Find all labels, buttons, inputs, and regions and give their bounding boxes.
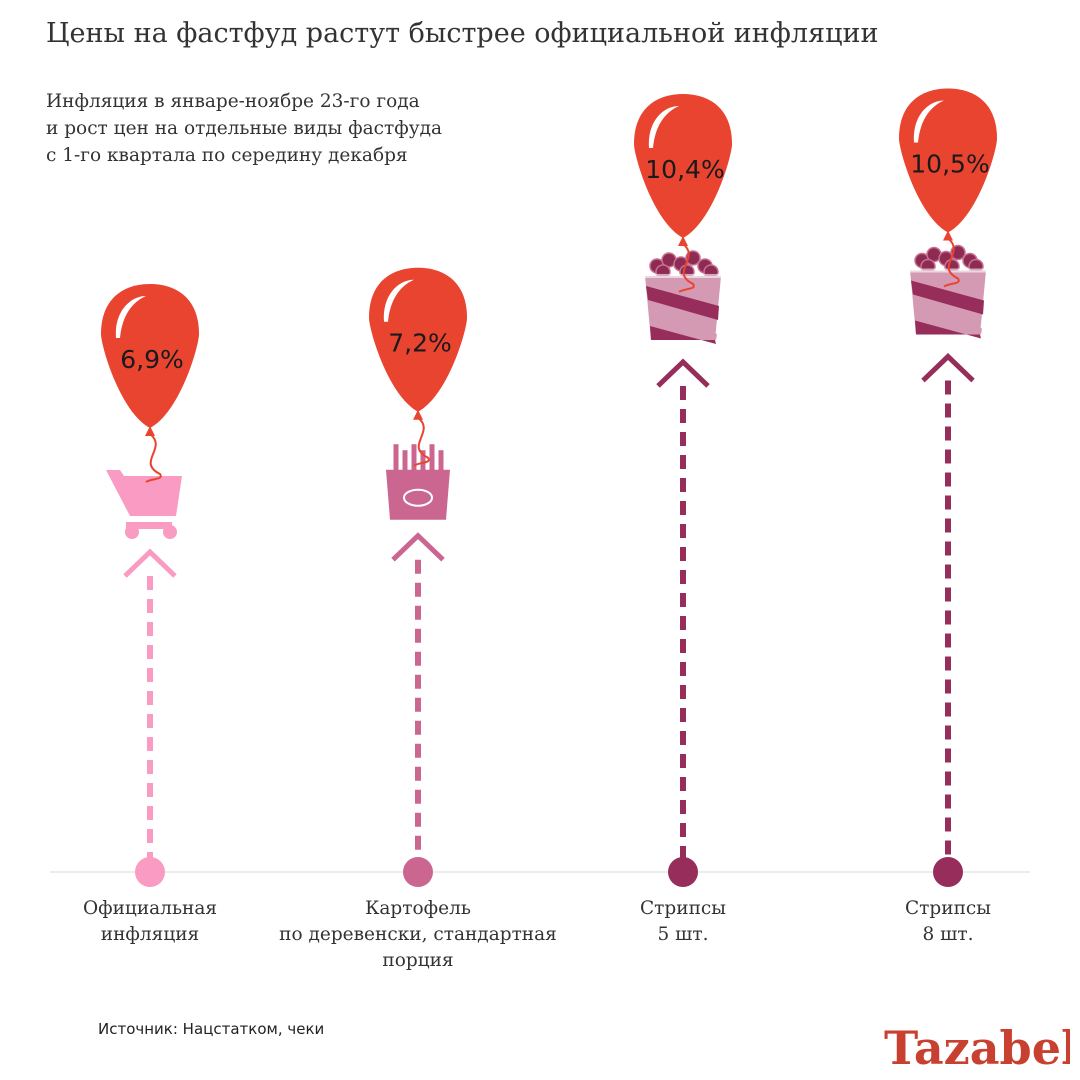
cart-wheel (125, 525, 139, 539)
category-label-line: Официальная (82, 898, 218, 919)
balloon-string (145, 433, 162, 483)
strips-bucket-icon (909, 244, 987, 339)
shopping-cart-icon (106, 470, 182, 539)
source-note: Источник: Нацстатком, чеки (98, 1020, 325, 1038)
balloon-highlight (648, 105, 679, 148)
balloon-knot (413, 409, 423, 420)
value-label: 10,4% (645, 155, 724, 184)
base-dot (668, 857, 698, 887)
tazabek-logo: Tazabek (884, 1021, 1070, 1072)
balloon-string (678, 243, 695, 293)
balloon-highlight (913, 100, 944, 143)
bucket-rim (644, 273, 722, 278)
fry-stick (410, 443, 418, 475)
value-label: 7,2% (388, 329, 452, 358)
base-dot (403, 857, 433, 887)
subtitle-line: Инфляция в январе-ноябре 23-го года (46, 91, 420, 112)
balloon (369, 267, 467, 412)
category-label-line: порция (382, 950, 454, 971)
logo-wordmark: Tazabek (884, 1021, 1070, 1072)
balloon (634, 93, 732, 238)
balloon-knot (943, 230, 953, 241)
value-label: 10,5% (910, 150, 989, 179)
strips-bucket-icon (644, 250, 722, 344)
up-chevron-icon (656, 358, 710, 388)
chart-subtitle: Инфляция в январе-ноябре 23-го года и ро… (46, 88, 442, 169)
fry-stick (428, 443, 436, 475)
balloon (899, 88, 997, 233)
balloon-highlight (115, 296, 146, 338)
chart-column: 10,5% (899, 88, 997, 887)
subtitle-line: и рост цен на отдельные виды фастфуда (46, 118, 443, 139)
cart-basket (106, 470, 182, 516)
bucket-rim (909, 268, 987, 273)
base-dot (135, 857, 165, 887)
balloon-string (943, 237, 960, 288)
fries-box (386, 469, 450, 520)
category-label: Картофель по деревенски, стандартная порци… (268, 896, 568, 974)
up-chevron-icon (391, 532, 445, 562)
bucket-stripe (646, 285, 719, 320)
fries-box-emblem (403, 488, 433, 507)
bucket-stripe (915, 320, 981, 339)
category-label-line: инфляция (100, 924, 200, 945)
fry-stick (392, 443, 400, 475)
value-label: 6,9% (120, 345, 184, 374)
category-label: Стрипсы 5 шт. (533, 896, 833, 948)
category-label: Стрипсы 8 шт. (798, 896, 1080, 948)
category-label-line: по деревенски, стандартная (279, 924, 557, 945)
base-dot (933, 857, 963, 887)
chart-column: 6,9% (101, 284, 199, 887)
category-label-line: Стрипсы (640, 898, 726, 919)
up-chevron-icon (921, 353, 975, 383)
balloon-string (413, 416, 430, 467)
category-label-line: 8 шт. (922, 924, 974, 945)
chart-title: Цены на фастфуд растут быстрее официальн… (46, 18, 879, 49)
chart-column: 7,2% (369, 267, 467, 887)
french-fries-icon (386, 443, 450, 520)
balloon-highlight (383, 279, 414, 322)
subtitle-line: с 1-го квартала по середину декабря (46, 145, 408, 166)
bucket-stripe (911, 280, 984, 315)
chart-column: 10,4% (634, 93, 732, 887)
balloon-knot (678, 235, 688, 246)
bucket-stripe (650, 325, 716, 344)
balloon-knot (145, 426, 155, 436)
cart-wheel (163, 525, 177, 539)
balloon (101, 284, 199, 428)
category-label-line: Картофель (365, 898, 471, 919)
category-label-line: Стрипсы (905, 898, 991, 919)
up-chevron-icon (123, 548, 177, 578)
cart-base (126, 522, 172, 529)
category-label: Официальная инфляция (0, 896, 300, 948)
bucket-stripe-light (914, 308, 982, 335)
category-label-line: 5 шт. (657, 924, 709, 945)
bucket-stripe-light (649, 313, 717, 340)
